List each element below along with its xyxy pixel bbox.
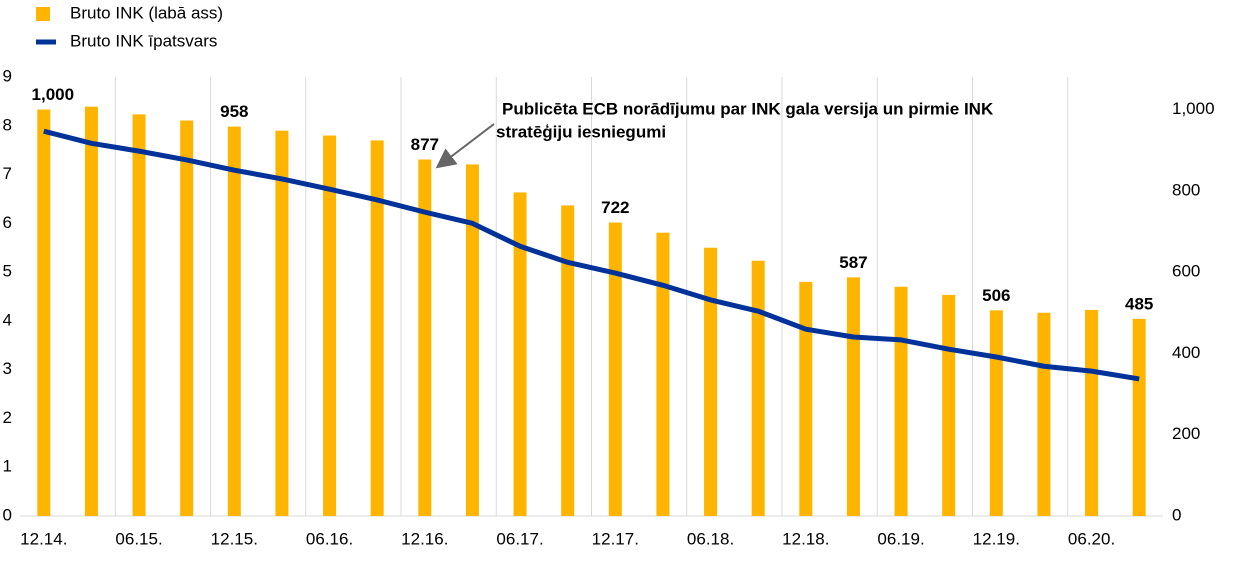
data-label: 722 bbox=[601, 198, 629, 217]
bar bbox=[989, 310, 1003, 516]
y-tick-label: 6 bbox=[3, 213, 12, 232]
y2-tick-label: 400 bbox=[1172, 343, 1200, 362]
legend-swatch bbox=[36, 7, 50, 21]
y2-tick-label: 600 bbox=[1172, 262, 1200, 281]
legend-label: Bruto INK (labā ass) bbox=[70, 3, 223, 22]
x-tick-label: 06.16. bbox=[306, 529, 353, 548]
bar bbox=[561, 205, 575, 516]
x-tick-label: 12.19. bbox=[973, 529, 1020, 548]
data-label: 485 bbox=[1125, 294, 1153, 313]
y-tick-label: 7 bbox=[3, 164, 12, 183]
bar bbox=[751, 260, 765, 516]
y-tick-label: 4 bbox=[3, 310, 12, 329]
x-tick-label: 06.17. bbox=[496, 529, 543, 548]
data-label: 1,000 bbox=[32, 85, 75, 104]
x-tick-label: 12.16. bbox=[401, 529, 448, 548]
annotation: stratēģiju iesniegumi bbox=[496, 122, 666, 141]
y-tick-label: 2 bbox=[3, 408, 12, 427]
bar bbox=[84, 106, 98, 516]
bar bbox=[370, 140, 384, 516]
bar bbox=[1085, 309, 1099, 516]
bar bbox=[465, 164, 479, 516]
x-tick-label: 06.15. bbox=[115, 529, 162, 548]
bar bbox=[132, 114, 146, 516]
x-tick-label: 12.15. bbox=[211, 529, 258, 548]
y-tick-label: 9 bbox=[3, 66, 12, 85]
bar bbox=[1132, 318, 1146, 516]
x-tick-label: 06.20. bbox=[1068, 529, 1115, 548]
bar bbox=[37, 109, 51, 516]
bar bbox=[799, 281, 813, 516]
y-tick-label: 3 bbox=[3, 359, 12, 378]
bar bbox=[894, 286, 908, 516]
data-label: 877 bbox=[411, 135, 439, 154]
y-tick-label: 5 bbox=[3, 262, 12, 281]
line bbox=[43, 128, 1140, 382]
y2-tick-label: 200 bbox=[1172, 424, 1200, 443]
x-tick-label: 12.14. bbox=[20, 529, 67, 548]
x-tick-label: 06.18. bbox=[687, 529, 734, 548]
bar bbox=[704, 247, 718, 516]
y-tick-label: 0 bbox=[3, 505, 12, 524]
x-tick-label: 06.19. bbox=[877, 529, 924, 548]
bar bbox=[275, 130, 289, 516]
bar bbox=[227, 126, 241, 516]
bar bbox=[1037, 312, 1051, 516]
annotation: Publicēta ECB norādījumu par INK gala ve… bbox=[502, 99, 994, 118]
data-label: 506 bbox=[982, 286, 1010, 305]
bar bbox=[180, 120, 194, 516]
legend-label: Bruto INK īpatsvars bbox=[70, 31, 217, 50]
bar bbox=[323, 135, 337, 517]
y-tick-label: 8 bbox=[3, 115, 12, 134]
bar bbox=[418, 159, 432, 516]
x-tick-label: 12.17. bbox=[592, 529, 639, 548]
y2-tick-label: 1,000 bbox=[1172, 99, 1215, 118]
x-tick-label: 12.18. bbox=[782, 529, 829, 548]
bar bbox=[656, 232, 670, 516]
bar bbox=[942, 294, 956, 516]
bar bbox=[608, 222, 622, 516]
annotation-arrow bbox=[435, 123, 495, 169]
bar bbox=[846, 277, 860, 516]
y2-tick-label: 0 bbox=[1172, 505, 1181, 524]
bar bbox=[513, 192, 527, 516]
y-tick-label: 1 bbox=[3, 457, 12, 476]
data-label: 587 bbox=[839, 253, 867, 272]
y2-tick-label: 800 bbox=[1172, 180, 1200, 199]
data-label: 958 bbox=[220, 102, 248, 121]
